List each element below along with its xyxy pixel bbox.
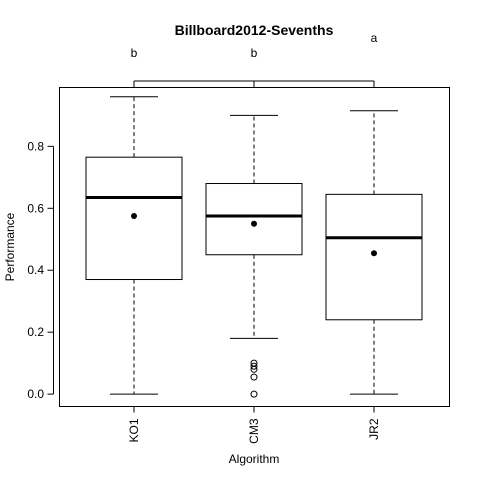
y-tick-label-0: 0.0 (27, 387, 44, 401)
y-axis-label: Performance (3, 212, 17, 281)
x-tick-label-ko1: KO1 (127, 418, 141, 442)
iqr-box-jr2 (325, 193, 423, 321)
group-letter-ko1: b (131, 46, 138, 60)
mean-point-ko1 (131, 213, 137, 220)
chart-title: Billboard2012-Sevenths (175, 22, 334, 38)
x-axis: KO1 CM3 JR2 (127, 406, 381, 444)
x-tick-label-cm3: CM3 (247, 418, 261, 444)
box-ko1 (85, 96, 183, 395)
outlier-cm3-1 (250, 362, 258, 370)
iqr-box-cm3 (205, 183, 303, 256)
box-cm3 (205, 114, 303, 398)
group-letter-jr2: a (371, 31, 378, 45)
mean-point-jr2 (371, 250, 377, 257)
outlier-cm3-4 (250, 390, 258, 398)
group-letter-cm3: b (251, 46, 258, 60)
group-letters: b b a (131, 31, 378, 88)
box-jr2 (325, 110, 423, 395)
y-tick-label-4: 0.8 (27, 139, 44, 153)
outlier-cm3-3 (250, 373, 258, 381)
outlier-cm3-2 (250, 365, 258, 373)
mean-point-cm3 (251, 220, 257, 227)
plot-area (85, 96, 423, 398)
x-tick-label-jr2: JR2 (367, 418, 381, 440)
y-tick-label-2: 0.4 (27, 263, 44, 277)
y-axis: 0.0 0.2 0.4 0.6 0.8 (27, 139, 54, 401)
y-tick-label-1: 0.2 (27, 325, 44, 339)
x-axis-label: Algorithm (229, 452, 280, 466)
y-tick-label-3: 0.6 (27, 201, 44, 215)
